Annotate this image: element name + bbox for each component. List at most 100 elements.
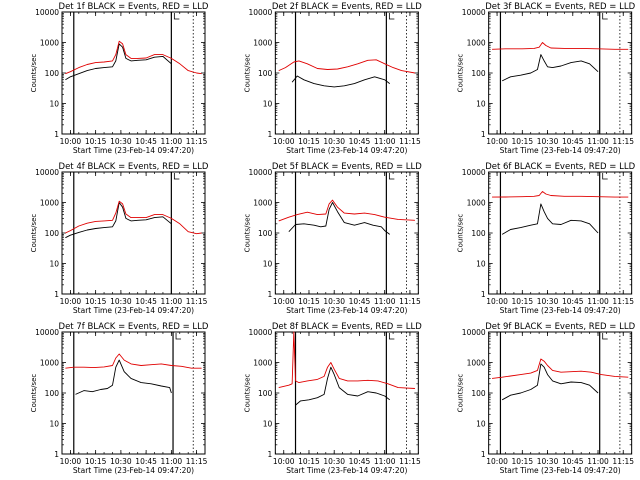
x-tick-label: 10:45	[135, 137, 157, 146]
x-tick-label: 11:15	[399, 297, 421, 306]
x-tick-label: 10:30	[110, 137, 132, 146]
y-tick-label: 1	[268, 130, 273, 139]
y-tick-label: 10000	[248, 328, 272, 337]
x-tick-label: 10:45	[135, 297, 157, 306]
x-tick-label: 11:15	[399, 137, 421, 146]
chart-panel: Det 5f BLACK = Events, RED = LLD 1 10 100 10…	[243, 162, 422, 315]
chart-panel: Det 6f BLACK = Events, RED = LLD 1 10 100 10…	[457, 162, 636, 315]
bracket-mark	[388, 173, 395, 180]
chart-panel: Det 7f BLACK = Events, RED = LLD 1 10 100 10…	[30, 322, 209, 475]
series-line-events	[501, 54, 599, 82]
y-tick-label: 10	[476, 420, 486, 429]
x-axis-label: Start Time (23-Feb-14 09:47:20)	[73, 466, 194, 475]
plot-frame	[61, 331, 206, 455]
chart-title: Det 9f BLACK = Events, RED = LLD	[485, 322, 635, 332]
chart-title: Det 3f BLACK = Events, RED = LLD	[485, 2, 635, 12]
x-tick-label: 10:30	[323, 297, 345, 306]
y-axis-label: Counts/sec	[457, 54, 465, 93]
plot-frame	[61, 11, 206, 135]
y-axis-label: Counts/sec	[457, 214, 465, 253]
chart-title: Det 8f BLACK = Events, RED = LLD	[272, 322, 422, 332]
x-tick-label: 10:00	[486, 137, 508, 146]
x-tick-label: 10:45	[562, 297, 584, 306]
plot-frame	[274, 331, 419, 455]
x-tick-label: 10:00	[486, 457, 508, 466]
y-tick-label: 10000	[35, 8, 59, 17]
x-tick-label: 10:00	[60, 137, 82, 146]
x-tick-label: 10:45	[349, 457, 371, 466]
y-tick-label: 10000	[462, 328, 486, 337]
chart-panel: Det 8f BLACK = Events, RED = LLD 1 10 100 10…	[243, 322, 422, 475]
chart-panel: Det 3f BLACK = Events, RED = LLD 1 10 100 10…	[457, 2, 636, 155]
y-tick-label: 1	[268, 290, 273, 299]
x-tick-label: 11:15	[186, 137, 208, 146]
x-axis-label: Start Time (23-Feb-14 09:47:20)	[73, 306, 194, 315]
x-tick-label: 10:00	[273, 137, 295, 146]
chart-panel: Det 2f BLACK = Events, RED = LLD 1 10 100 10…	[243, 2, 422, 155]
x-tick-label: 11:15	[612, 137, 634, 146]
x-tick-label: 11:15	[186, 297, 208, 306]
y-tick-label: 100	[45, 389, 60, 398]
plot-frame	[488, 11, 633, 135]
x-tick-label: 10:45	[349, 137, 371, 146]
x-tick-label: 11:00	[374, 297, 396, 306]
y-tick-label: 1000	[40, 39, 59, 48]
series-line-lld	[492, 358, 629, 379]
y-tick-label: 1000	[253, 39, 272, 48]
y-tick-label: 10	[49, 260, 59, 269]
x-tick-label: 10:15	[85, 137, 107, 146]
x-tick-label: 10:15	[85, 457, 107, 466]
x-tick-label: 10:30	[537, 457, 559, 466]
chart-title: Det 2f BLACK = Events, RED = LLD	[272, 2, 422, 12]
y-tick-label: 10000	[35, 328, 59, 337]
x-tick-label: 10:30	[537, 297, 559, 306]
y-tick-label: 10	[263, 420, 273, 429]
x-tick-label: 10:15	[511, 137, 533, 146]
y-tick-label: 1000	[253, 199, 272, 208]
y-tick-label: 1	[481, 130, 486, 139]
series-line-lld	[492, 42, 629, 50]
bracket-mark	[173, 13, 180, 20]
x-tick-label: 10:15	[511, 297, 533, 306]
y-tick-label: 1	[268, 450, 273, 459]
y-tick-label: 10	[263, 260, 273, 269]
y-tick-label: 1	[54, 290, 59, 299]
x-tick-label: 11:15	[612, 297, 634, 306]
plot-frame	[61, 171, 206, 295]
y-tick-label: 1000	[253, 359, 272, 368]
series-line-events	[288, 202, 391, 235]
y-tick-label: 100	[471, 389, 486, 398]
y-tick-label: 10	[476, 100, 486, 109]
x-tick-label: 11:00	[161, 137, 183, 146]
x-tick-label: 11:15	[612, 457, 634, 466]
chart-title: Det 6f BLACK = Events, RED = LLD	[485, 162, 635, 172]
x-tick-label: 10:00	[60, 297, 82, 306]
x-tick-label: 10:45	[562, 137, 584, 146]
y-tick-label: 100	[258, 389, 273, 398]
y-tick-label: 10000	[35, 168, 59, 177]
x-tick-label: 10:45	[135, 457, 157, 466]
series-line-events	[75, 359, 172, 395]
x-tick-label: 10:15	[298, 297, 320, 306]
x-tick-label: 10:30	[110, 297, 132, 306]
y-tick-label: 10000	[248, 8, 272, 17]
series-line-events	[501, 203, 599, 235]
series-line-events	[295, 366, 391, 406]
x-tick-label: 10:30	[537, 137, 559, 146]
x-tick-label: 10:30	[323, 457, 345, 466]
y-tick-label: 100	[258, 69, 273, 78]
series-line-lld	[278, 331, 415, 389]
x-tick-label: 11:00	[587, 297, 609, 306]
x-axis-label: Start Time (23-Feb-14 09:47:20)	[286, 146, 407, 155]
y-tick-label: 10000	[248, 168, 272, 177]
x-tick-label: 10:30	[323, 137, 345, 146]
chart-title: Det 1f BLACK = Events, RED = LLD	[59, 2, 209, 12]
bracket-mark	[602, 13, 608, 20]
y-tick-label: 100	[471, 69, 486, 78]
y-tick-label: 10	[263, 100, 273, 109]
y-axis-label: Counts/sec	[243, 214, 251, 253]
bracket-mark	[175, 333, 182, 340]
chart-panel: Det 1f BLACK = Events, RED = LLD 1 10 100 10…	[30, 2, 209, 155]
series-line-lld	[492, 191, 629, 198]
